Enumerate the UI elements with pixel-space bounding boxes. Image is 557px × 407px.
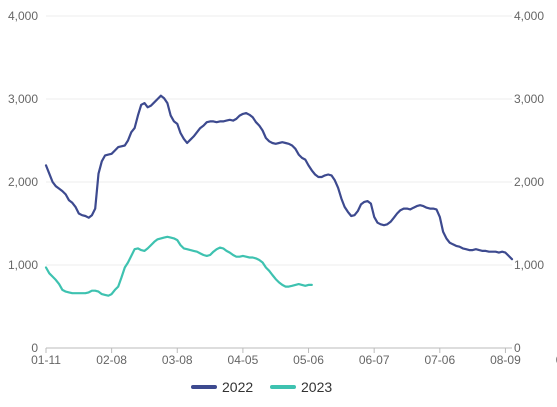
legend-label: 2023 bbox=[301, 379, 332, 395]
x-tick-label: 07-06 bbox=[424, 353, 455, 367]
y-tick-label-left: 1,000 bbox=[8, 258, 38, 272]
x-axis: 01-11 02-08 03-08 04-05 05-06 06-07 07-06 08-09… bbox=[31, 348, 557, 367]
x-tick-label: 08-09 bbox=[490, 353, 521, 367]
x-tick-label: 06-07 bbox=[359, 353, 390, 367]
gridlines bbox=[46, 15, 512, 349]
y-tick-label-left: 4,000 bbox=[8, 9, 38, 23]
series-line-2022 bbox=[44, 94, 514, 261]
y-tick-label-right: 0 bbox=[514, 341, 521, 355]
x-tick-label: 03-08 bbox=[162, 353, 193, 367]
y-axis-left: 0 1,000 2,000 3,000 4,000 bbox=[8, 9, 38, 355]
x-tick-label: 04-05 bbox=[228, 353, 259, 367]
y-tick-label-right: 2,000 bbox=[514, 175, 544, 189]
x-tick-label: 02-08 bbox=[96, 353, 127, 367]
x-tick-label: 09-13 bbox=[556, 353, 557, 367]
legend-item-2023[interactable]: 2023 bbox=[270, 379, 332, 395]
legend: 2022 2023 bbox=[191, 379, 332, 395]
legend-item-2022[interactable]: 2022 bbox=[191, 379, 253, 395]
x-tick-label: 05-06 bbox=[293, 353, 324, 367]
y-tick-label-left: 3,000 bbox=[8, 92, 38, 106]
y-tick-label-right: 3,000 bbox=[514, 92, 544, 106]
series-lines bbox=[44, 94, 514, 297]
legend-label: 2022 bbox=[222, 379, 253, 395]
y-axis-right: 0 1,000 2,000 3,000 4,000 bbox=[514, 9, 544, 355]
y-tick-label-left: 0 bbox=[31, 341, 38, 355]
y-tick-label-left: 2,000 bbox=[8, 175, 38, 189]
series-line-2023 bbox=[44, 235, 313, 297]
y-tick-label-right: 1,000 bbox=[514, 258, 544, 272]
x-tick-label: 01-11 bbox=[31, 353, 61, 367]
y-tick-label-right: 4,000 bbox=[514, 9, 544, 23]
